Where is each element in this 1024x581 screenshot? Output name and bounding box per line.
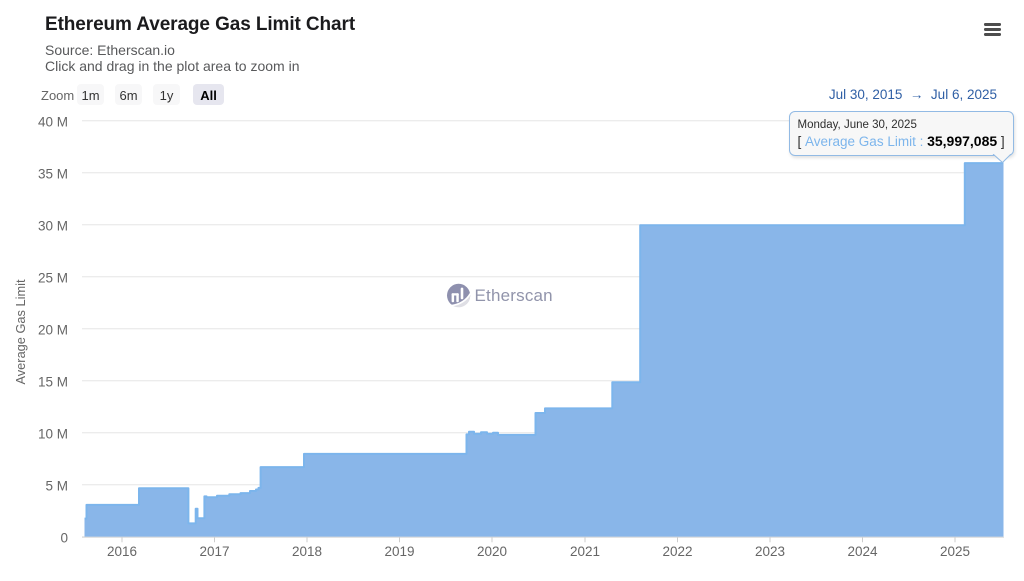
svg-text:2021: 2021 (570, 544, 600, 559)
svg-text:2022: 2022 (662, 544, 692, 559)
svg-text:2017: 2017 (199, 544, 229, 559)
svg-text:30 M: 30 M (38, 219, 68, 234)
svg-text:20 M: 20 M (38, 323, 68, 338)
svg-text:Average Gas Limit: Average Gas Limit (13, 279, 28, 384)
svg-text:2018: 2018 (292, 544, 322, 559)
svg-text:Etherscan: Etherscan (475, 286, 553, 305)
svg-text:2020: 2020 (477, 544, 507, 559)
svg-text:2024: 2024 (847, 544, 878, 559)
svg-text:2019: 2019 (384, 544, 414, 559)
svg-text:10 M: 10 M (38, 427, 68, 442)
svg-text:40 M: 40 M (38, 115, 68, 130)
svg-text:15 M: 15 M (38, 375, 68, 390)
svg-text:0: 0 (60, 531, 68, 546)
svg-text:5 M: 5 M (45, 479, 68, 494)
svg-text:35 M: 35 M (38, 167, 68, 182)
svg-text:2025: 2025 (940, 544, 970, 559)
svg-text:2023: 2023 (755, 544, 785, 559)
svg-text:2016: 2016 (107, 544, 137, 559)
svg-text:25 M: 25 M (38, 271, 68, 286)
